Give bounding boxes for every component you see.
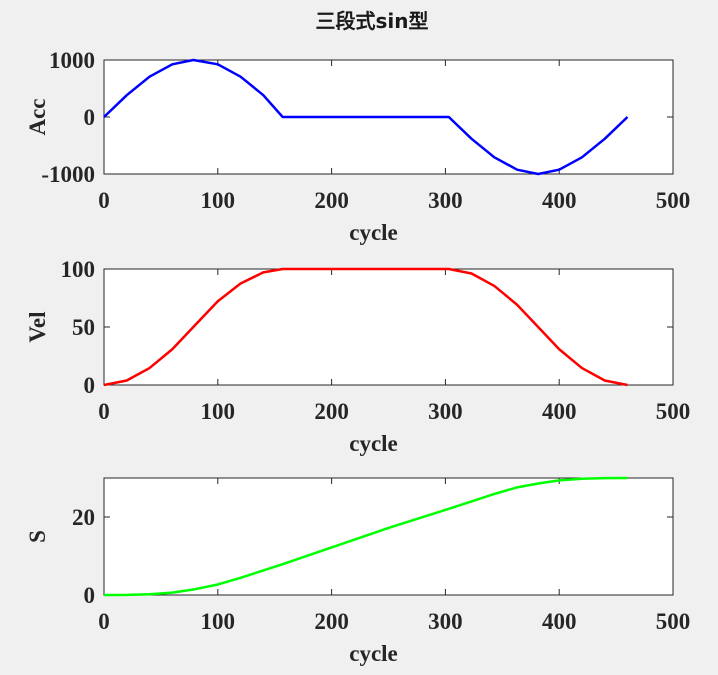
y-tick-label: 20 [72, 505, 95, 530]
x-tick-label: 100 [201, 188, 236, 213]
plot-area-s [103, 477, 674, 596]
x-tick-label: 300 [428, 609, 463, 634]
y-axis-label-acc: Acc [25, 98, 50, 135]
y-tick-label: 50 [72, 315, 95, 340]
x-tick-label: 0 [98, 609, 110, 634]
x-tick-label: 100 [201, 399, 236, 424]
y-tick-label: 0 [84, 105, 96, 130]
axes-vel: 0 100 200 300 400 500 0 50 100 cycle Vel [25, 257, 690, 456]
x-tick-label: 200 [314, 188, 349, 213]
y-tick-label: -1000 [41, 162, 95, 187]
y-tick-label: 1000 [49, 48, 95, 73]
x-tick-label: 400 [542, 609, 577, 634]
x-axis-label-acc: cycle [349, 220, 398, 245]
y-axis-label-vel: Vel [25, 311, 50, 342]
y-axis-label-s: S [25, 530, 50, 543]
x-tick-label: 400 [542, 399, 577, 424]
x-tick-label: 100 [201, 609, 236, 634]
y-tick-label: 100 [61, 257, 96, 282]
x-tick-label: 500 [656, 609, 691, 634]
x-tick-label: 300 [428, 188, 463, 213]
figure-title: 三段式sin型 [316, 9, 429, 33]
x-tick-label: 0 [98, 188, 110, 213]
plot-area-vel [103, 268, 674, 386]
x-axis-label-vel: cycle [349, 431, 398, 456]
y-tick-label: 0 [84, 583, 96, 608]
axes-s: 0 100 200 300 400 500 0 20 cycle S [25, 476, 691, 666]
x-tick-label: 500 [656, 399, 691, 424]
x-tick-label: 200 [314, 609, 349, 634]
x-tick-label: 500 [656, 188, 691, 213]
series-line-acc [103, 58, 629, 176]
x-axis-label-s: cycle [349, 641, 398, 666]
x-tick-label: 0 [98, 399, 110, 424]
series-line-s [103, 476, 628, 597]
y-tick-label: 0 [84, 373, 96, 398]
x-tick-label: 200 [314, 399, 349, 424]
series-line-vel [103, 267, 628, 387]
x-tick-label: 400 [542, 188, 577, 213]
x-tick-label: 300 [428, 399, 463, 424]
